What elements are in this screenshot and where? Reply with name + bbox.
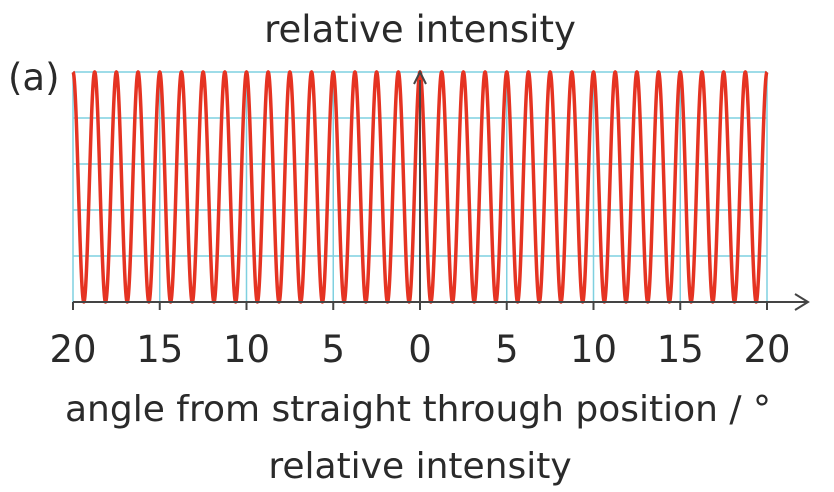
x-tick-labels: 20 15 10 5 0 5 10 15 20 <box>49 328 790 371</box>
panel-label: (a) <box>8 56 60 99</box>
bottom-caption: relative intensity <box>268 446 571 487</box>
x-tick-label: 20 <box>743 328 790 371</box>
chart-title: relative intensity <box>264 8 576 51</box>
x-axis-title: angle from straight through position / ° <box>65 389 771 430</box>
x-tick-label: 15 <box>136 328 183 371</box>
axes <box>72 69 810 311</box>
x-tick-label: 5 <box>495 328 519 371</box>
x-tick-label: 0 <box>408 328 432 371</box>
x-axis-arrow <box>794 293 810 311</box>
x-tick-label: 10 <box>570 328 617 371</box>
x-tick-label: 10 <box>223 328 270 371</box>
x-tick-label: 20 <box>49 328 96 371</box>
x-tick-label: 15 <box>657 328 704 371</box>
x-tick-label: 5 <box>321 328 345 371</box>
y-axis-arrow <box>413 69 427 85</box>
